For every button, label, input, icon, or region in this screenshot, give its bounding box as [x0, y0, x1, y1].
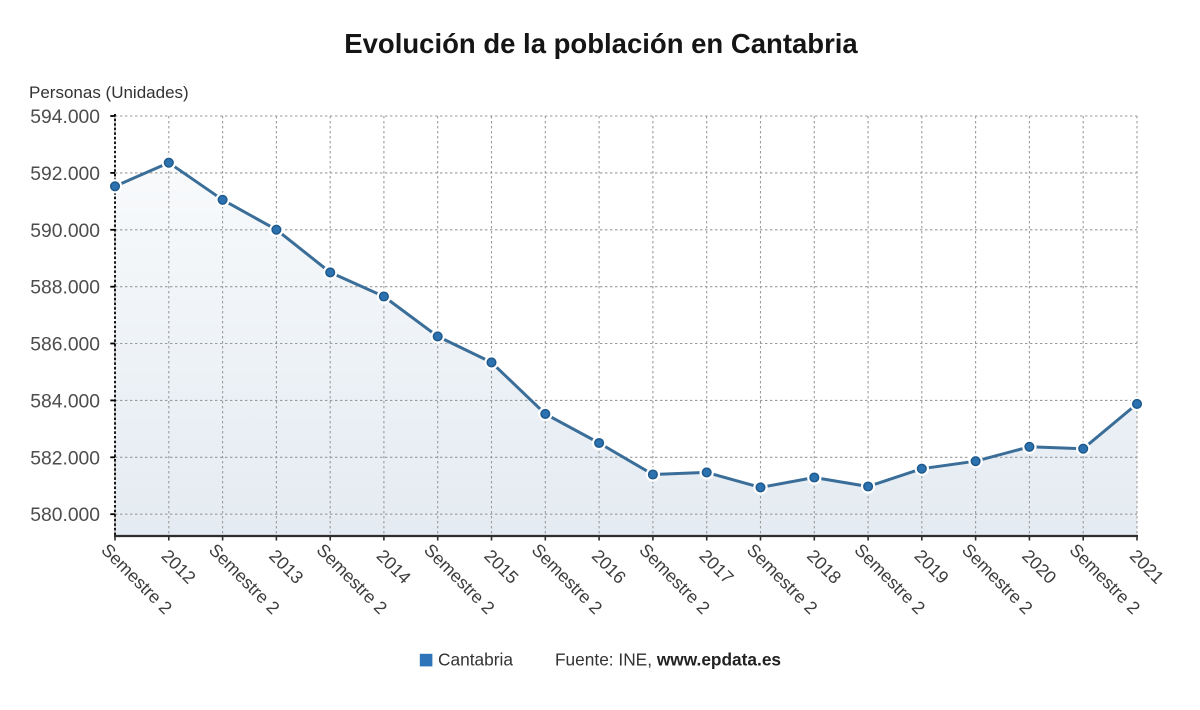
- svg-text:Personas (Unidades): Personas (Unidades): [29, 83, 189, 102]
- svg-text:586.000: 586.000: [30, 335, 100, 356]
- svg-text:584.000: 584.000: [30, 391, 100, 412]
- svg-text:Fuente: INE, www.epdata.es: Fuente: INE, www.epdata.es: [555, 650, 781, 670]
- svg-text:594.000: 594.000: [30, 107, 100, 128]
- svg-text:588.000: 588.000: [30, 278, 100, 299]
- svg-text:582.000: 582.000: [30, 448, 100, 469]
- svg-text:580.000: 580.000: [30, 505, 100, 526]
- svg-text:590.000: 590.000: [30, 221, 100, 242]
- svg-text:Evolución de la población en C: Evolución de la población en Cantabria: [344, 28, 858, 59]
- svg-text:592.000: 592.000: [30, 164, 100, 185]
- svg-text:Cantabria: Cantabria: [438, 650, 513, 670]
